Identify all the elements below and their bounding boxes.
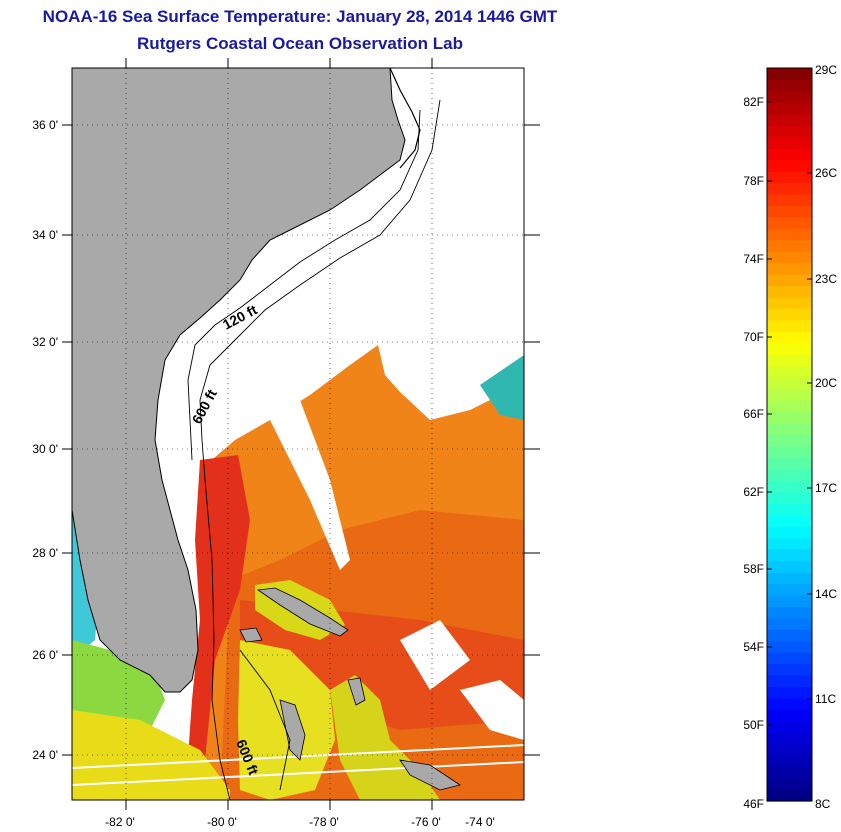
outer-banks bbox=[389, 68, 421, 169]
lon-label: -76 0' bbox=[411, 815, 441, 829]
lat-label: 36 0' bbox=[32, 118, 58, 132]
swath-gap-line bbox=[72, 761, 524, 786]
contour-600ft-east bbox=[239, 649, 291, 791]
lat-label: 32 0' bbox=[32, 335, 58, 349]
lat-label: 30 0' bbox=[32, 442, 58, 456]
gulf-stream-core bbox=[185, 455, 250, 800]
cloud-streak bbox=[460, 680, 524, 740]
bahamas-island bbox=[239, 627, 263, 643]
map-frame bbox=[71, 67, 525, 801]
contour-120ft bbox=[187, 109, 421, 461]
lon-label: -74 0' bbox=[465, 815, 495, 829]
northeast-cool-patch bbox=[480, 355, 524, 420]
lon-label: -80 0' bbox=[207, 815, 237, 829]
grid-lines bbox=[72, 68, 524, 800]
axis-ticks bbox=[62, 58, 540, 810]
lat-label: 26 0' bbox=[32, 648, 58, 662]
cloud-streak bbox=[270, 400, 350, 570]
florida-keys-sst bbox=[72, 710, 230, 800]
map-title: NOAA-16 Sea Surface Temperature: January… bbox=[42, 7, 558, 26]
bahamas-island bbox=[347, 677, 366, 706]
lat-label: 28 0' bbox=[32, 546, 58, 560]
lat-label: 34 0' bbox=[32, 228, 58, 242]
bahamas-island bbox=[399, 759, 461, 791]
lon-label: -82 0' bbox=[105, 815, 135, 829]
cloud-streak bbox=[400, 620, 470, 690]
map-subtitle: Rutgers Coastal Ocean Observation Lab bbox=[137, 34, 463, 53]
bahamas-island bbox=[279, 699, 306, 761]
lat-label: 24 0' bbox=[32, 748, 58, 762]
bahamas-island bbox=[256, 587, 349, 637]
land-mass bbox=[72, 68, 406, 693]
lon-label: -78 0' bbox=[309, 815, 339, 829]
contour-600ft bbox=[199, 99, 441, 800]
